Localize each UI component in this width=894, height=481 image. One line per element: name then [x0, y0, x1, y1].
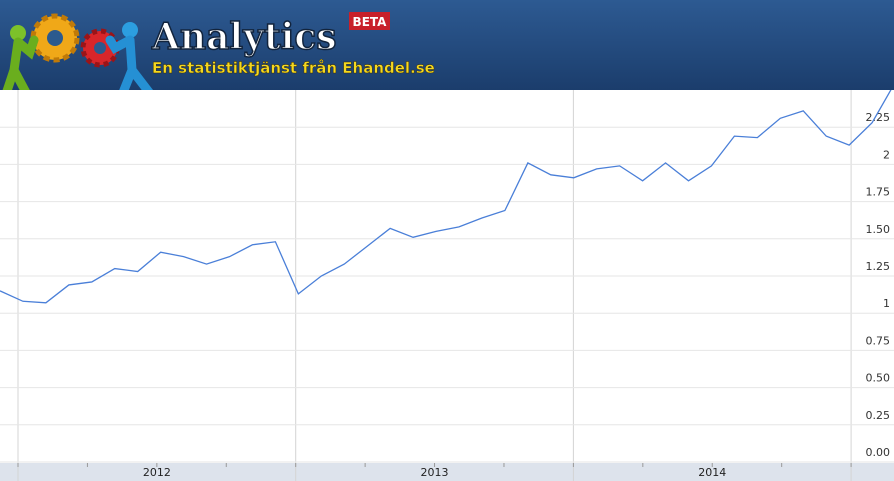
x-year-label: 2013 — [421, 466, 449, 479]
y-tick-label: 1.50 — [866, 223, 891, 236]
y-tick-label: 1.25 — [866, 260, 891, 273]
header-bar — [0, 0, 894, 90]
x-year-label: 2014 — [698, 466, 726, 479]
y-tick-label: 1 — [883, 297, 890, 310]
y-tick-label: 2 — [883, 148, 890, 161]
app-subtitle: En statistiktjänst från Ehandel.se — [152, 59, 435, 77]
y-tick-label: 0.25 — [866, 409, 891, 422]
logo-art — [0, 13, 160, 105]
x-axis-bar — [0, 463, 894, 481]
x-year-label: 2012 — [143, 466, 171, 479]
y-tick-label: 2.25 — [866, 111, 891, 124]
app-title: Analytics — [151, 16, 337, 58]
beta-label: BETA — [353, 15, 388, 29]
y-tick-label: 1.75 — [866, 186, 891, 199]
data-line — [0, 90, 892, 304]
y-tick-label: 0.75 — [866, 334, 891, 347]
chart: 2012 2013 2014 0.00 0.25 0.50 0.75 1 1.25 1.50 1.7… — [0, 90, 894, 481]
y-tick-label: 0.50 — [866, 372, 891, 385]
beta-badge — [349, 12, 390, 30]
y-tick-label: 0.00 — [866, 446, 891, 459]
